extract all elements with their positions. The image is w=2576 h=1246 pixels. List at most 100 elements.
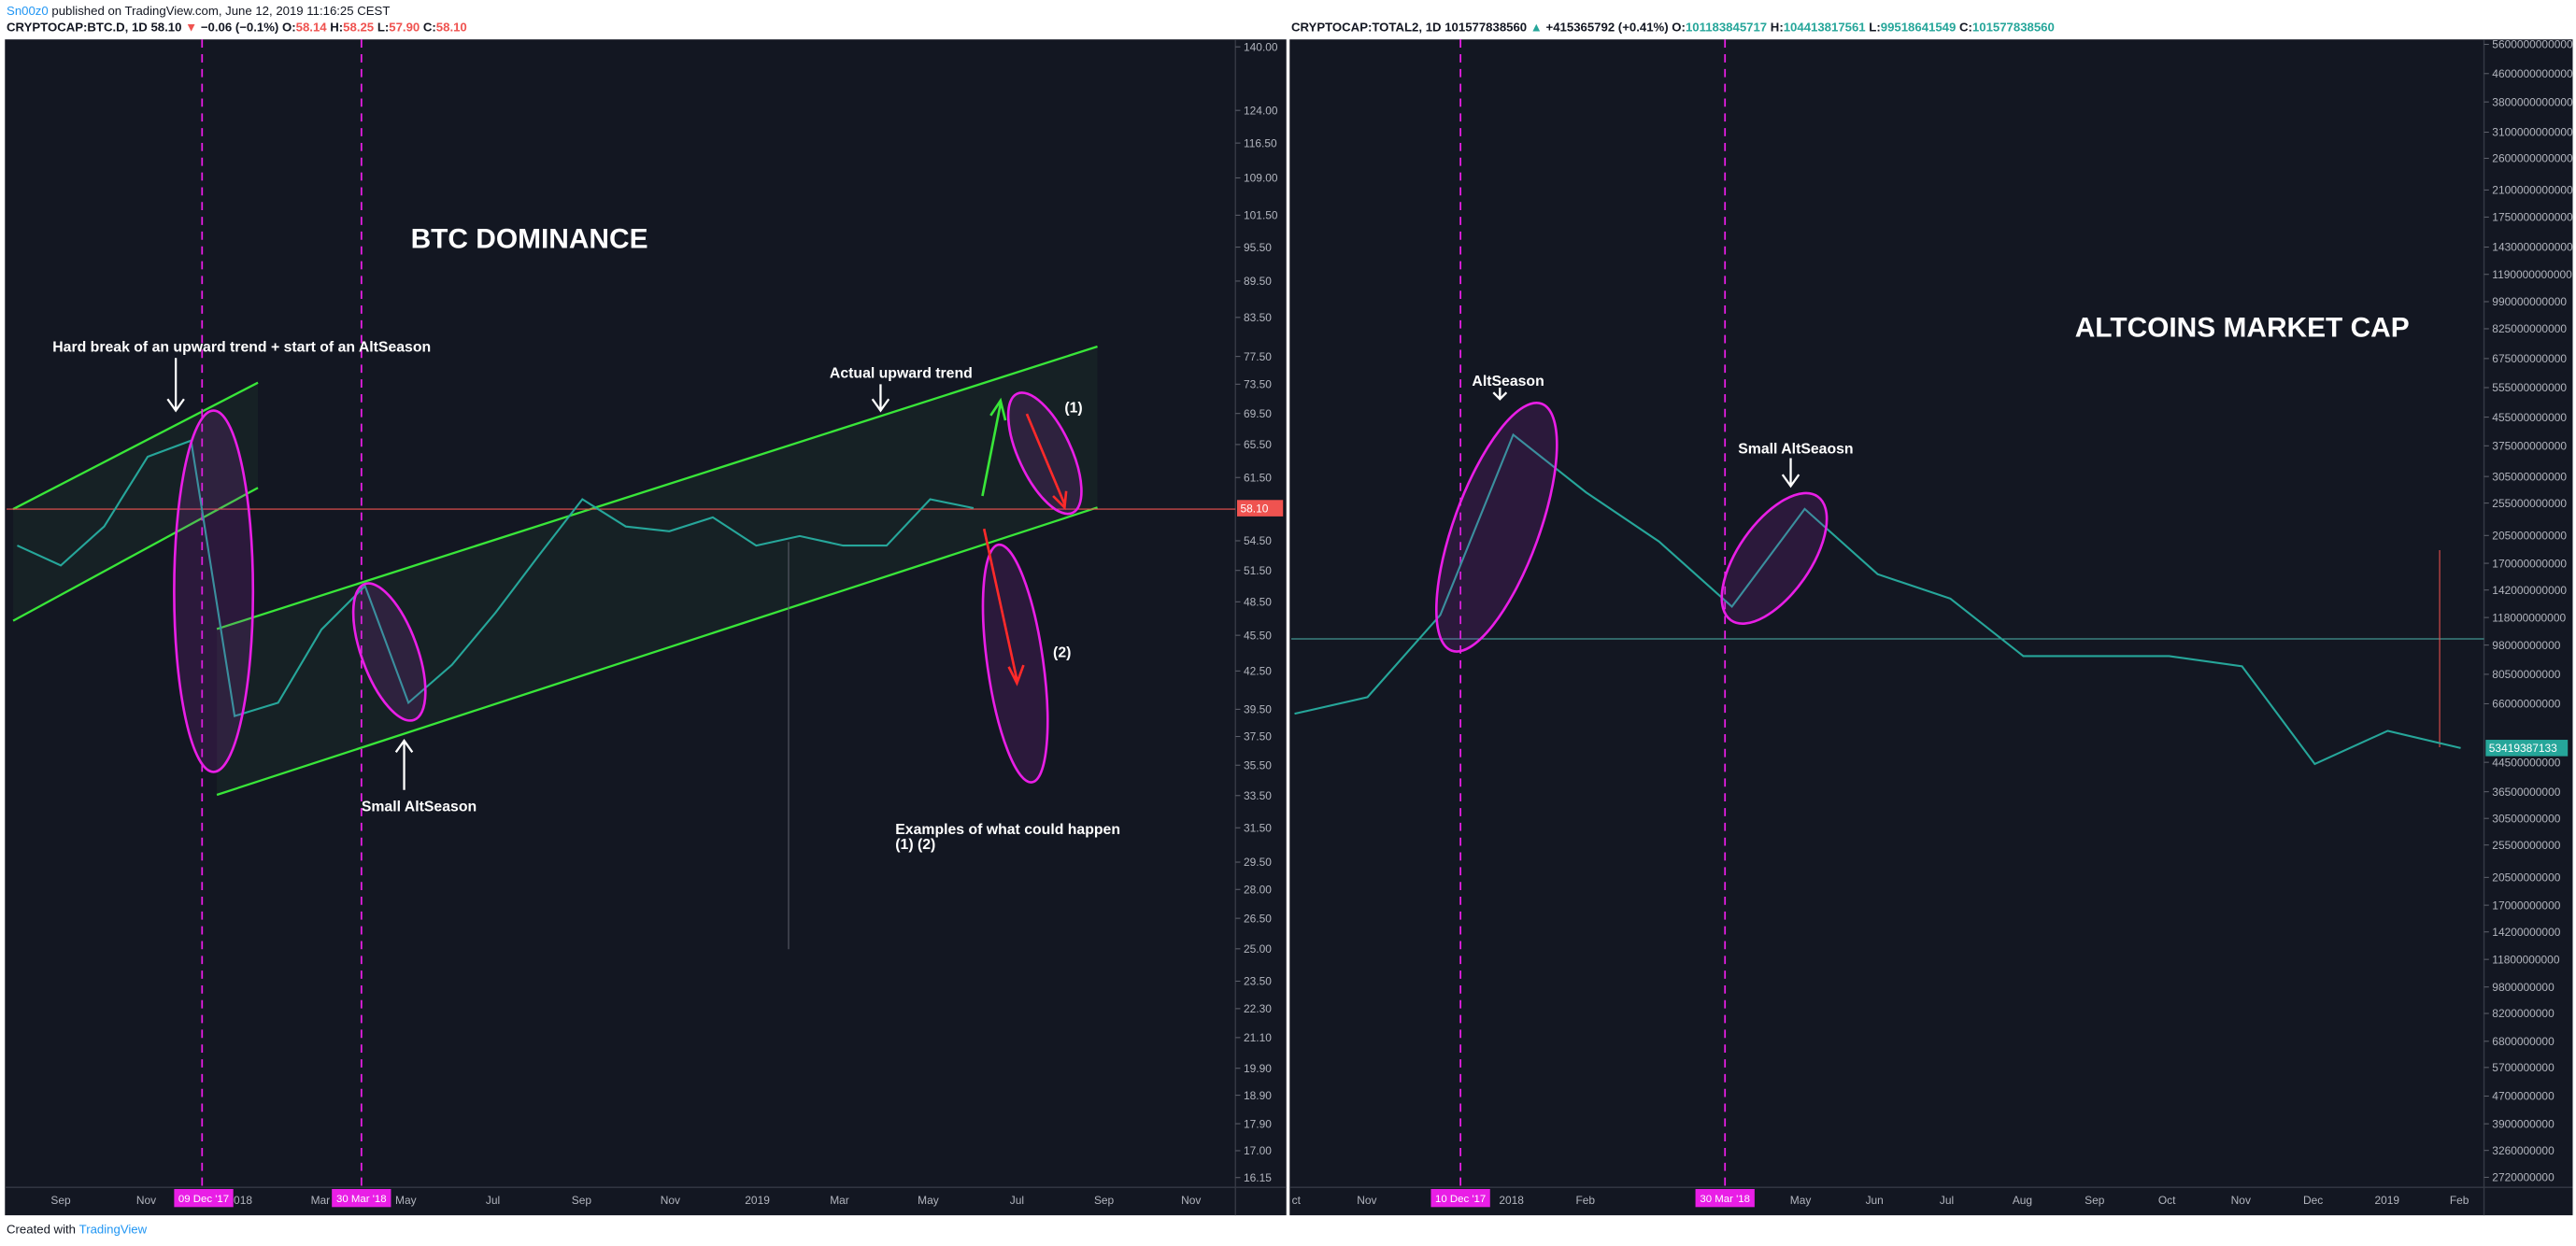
y-tick-label: 205000000000 <box>2492 530 2567 543</box>
y-tick-label: 19.90 <box>1244 1062 1272 1075</box>
right-panel <box>1289 39 2573 1216</box>
y-tick-label: 48.50 <box>1244 596 1272 609</box>
ohlc-value: 104413817561 <box>1784 20 1866 34</box>
annotation: (1) (2) <box>895 837 935 853</box>
y-tick-label: 18.90 <box>1244 1089 1272 1102</box>
y-tick-label: 11800000000 <box>2492 953 2560 966</box>
x-tick-label: Jul <box>1010 1194 1024 1207</box>
annotation: (1) <box>1064 400 1082 416</box>
annotation: AltSeason <box>1472 374 1544 389</box>
y-tick-label: 255000000000 <box>2492 497 2567 510</box>
ohlc-key: L: <box>377 20 389 34</box>
x-tick-label: Aug <box>2013 1194 2032 1207</box>
y-tick-label: 69.50 <box>1244 407 1272 420</box>
channel-fill <box>13 382 259 621</box>
y-tick-label: 4700000000 <box>2492 1090 2555 1103</box>
annotation: Actual upward trend <box>830 365 973 381</box>
y-tick-label: 28.00 <box>1244 883 1272 896</box>
price-label: 58.10 <box>1241 502 1269 515</box>
y-tick-label: 1190000000000 <box>2492 268 2572 281</box>
y-tick-label: 45.50 <box>1244 629 1272 642</box>
x-tick-label: Sep <box>1094 1194 1115 1207</box>
left-overlays: BTC DOMINANCE Hard break of an upward tr… <box>52 223 1120 853</box>
y-tick-label: 37.50 <box>1244 730 1272 743</box>
arrow <box>982 528 1025 687</box>
y-tick-label: 35.50 <box>1244 758 1272 772</box>
y-tick-label: 6800000000 <box>2492 1035 2555 1048</box>
ohlc-key: H: <box>330 20 343 34</box>
y-tick-label: 83.50 <box>1244 311 1272 324</box>
y-tick-label: 1430000000000 <box>2492 241 2573 254</box>
author[interactable]: Sn00z0 <box>7 4 49 18</box>
created: Created with <box>7 1222 76 1236</box>
y-tick-label: 5700000000 <box>2492 1061 2555 1074</box>
price-label: 53419387133 <box>2489 742 2557 755</box>
y-tick-label: 80500000000 <box>2492 668 2560 681</box>
y-tick-label: 30500000000 <box>2492 812 2560 825</box>
ohlc-value: 58.14 <box>296 20 328 34</box>
y-tick-label: 3800000000000 <box>2492 95 2573 108</box>
panel-title: ALTCOINS MARKET CAP <box>2075 312 2410 343</box>
arrow <box>871 384 890 413</box>
arrow: ▲ <box>1530 20 1543 34</box>
y-tick-label: 3260000000 <box>2492 1144 2555 1157</box>
y-tick-label: 3100000000000 <box>2492 126 2573 139</box>
price-label-box <box>2485 740 2569 757</box>
y-tick-label: 20500000000 <box>2492 871 2560 885</box>
annotation: Examples of what could happen <box>895 822 1120 838</box>
ohlc-key: O: <box>1672 20 1686 34</box>
x-tick-label: 2019 <box>2375 1194 2400 1207</box>
right-overlays: ALTCOINS MARKET CAP AltSeason Small AltS… <box>1434 312 2410 653</box>
date-marker-label: 30 Mar '18 <box>1700 1194 1750 1205</box>
arrow <box>166 358 185 413</box>
ohlc-key: C: <box>1959 20 1972 34</box>
ohlc-value: 58.25 <box>343 20 374 34</box>
last: 58.10 <box>150 20 181 34</box>
arrows <box>1492 387 1800 488</box>
y-tick-label: 4600000000000 <box>2492 67 2573 80</box>
x-tick-label: Nov <box>136 1194 156 1207</box>
ellipse <box>173 409 255 773</box>
y-tick-label: 95.50 <box>1244 241 1272 254</box>
y-tick-label: 44500000000 <box>2492 756 2560 769</box>
ohlc-value: 99518641549 <box>1881 20 1957 34</box>
y-tick-label: 29.50 <box>1244 856 1272 869</box>
date-marker-label: 30 Mar '18 <box>336 1194 387 1205</box>
x-tick-label: Mar <box>311 1194 331 1207</box>
y-tick-label: 36500000000 <box>2492 786 2560 799</box>
x-tick-label: Nov <box>2231 1194 2251 1207</box>
y-tick-label: 42.50 <box>1244 665 1272 678</box>
date-marker <box>174 1188 234 1208</box>
ohlc-value: 58.10 <box>436 20 467 34</box>
ellipses <box>1434 401 1829 653</box>
y-tick-label: 109.00 <box>1244 172 1278 185</box>
y-tick-label: 73.50 <box>1244 378 1272 391</box>
change: −0.06 (−0.1%) <box>201 20 278 34</box>
y-tick-label: 9800000000 <box>2492 981 2555 994</box>
date-marker <box>332 1188 391 1208</box>
y-tick-label: 140.00 <box>1244 40 1278 53</box>
channel-fill <box>217 346 1098 796</box>
x-tick-label: May <box>395 1194 417 1207</box>
price-path <box>17 439 975 717</box>
y-tick-label: 17000000000 <box>2492 899 2560 912</box>
y-tick-label: 98000000000 <box>2492 639 2560 652</box>
right-plot <box>1291 39 2484 1188</box>
arrow <box>1781 458 1800 488</box>
y-tick-label: 39.50 <box>1244 703 1272 716</box>
x-tick-label: Jun <box>1866 1194 1884 1207</box>
ohlc-key: L: <box>1869 20 1880 34</box>
ellipse <box>981 543 1049 784</box>
y-tick-label: 8200000000 <box>2492 1007 2555 1020</box>
date-marker <box>1430 1188 1490 1208</box>
y-tick-label: 142000000000 <box>2492 584 2567 597</box>
brand[interactable]: TradingView <box>79 1222 148 1236</box>
y-tick-label: 455000000000 <box>2492 411 2567 424</box>
x-tick-label: Mar <box>830 1194 849 1207</box>
trend-line <box>216 506 1098 797</box>
ellipse <box>1720 491 1829 626</box>
y-tick-label: 23.50 <box>1244 975 1272 988</box>
x-tick-label: Nov <box>1357 1194 1376 1207</box>
y-tick-label: 54.50 <box>1244 534 1272 547</box>
